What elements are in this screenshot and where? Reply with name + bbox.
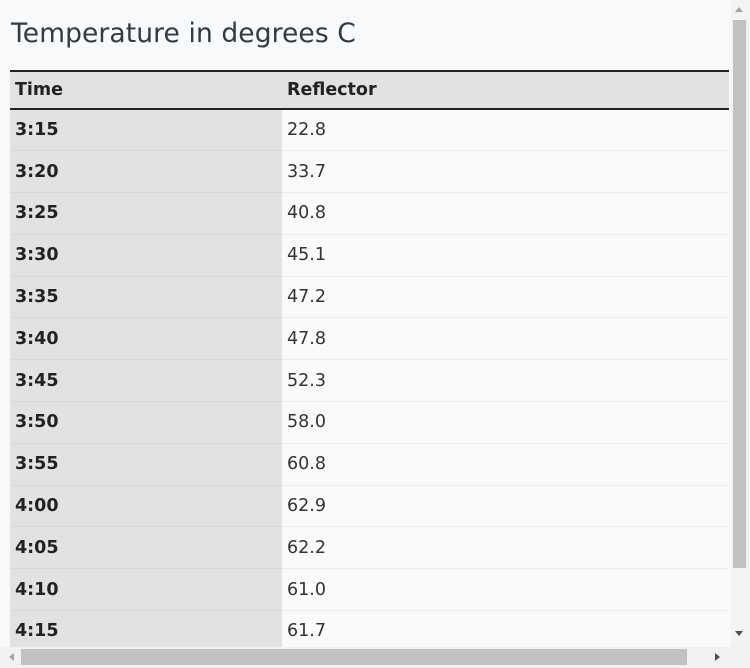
reflector-cell: 62.9 xyxy=(282,485,729,528)
table-row: 3:15 22.8 xyxy=(10,109,729,152)
table-row: 3:55 60.8 xyxy=(10,443,729,486)
table-row: 3:50 58.0 xyxy=(10,401,729,444)
time-cell: 4:00 xyxy=(10,485,282,528)
reflector-cell: 62.2 xyxy=(282,526,729,570)
reflector-cell: 58.0 xyxy=(282,401,729,444)
time-cell: 4:05 xyxy=(10,526,282,570)
reflector-cell: 45.1 xyxy=(282,234,729,277)
reflector-cell: 52.3 xyxy=(282,359,729,403)
reflector-cell: 47.2 xyxy=(282,276,729,319)
time-cell: 3:15 xyxy=(10,109,282,152)
time-cell: 3:30 xyxy=(10,234,282,277)
horizontal-scrollbar-thumb[interactable] xyxy=(21,649,687,665)
reflector-cell: 47.8 xyxy=(282,317,729,361)
table-row: 4:00 62.9 xyxy=(10,485,729,528)
scroll-down-icon[interactable] xyxy=(735,631,743,636)
table-row: 3:30 45.1 xyxy=(10,234,729,277)
scroll-up-icon[interactable] xyxy=(735,7,743,12)
reflector-cell: 22.8 xyxy=(282,109,729,152)
vertical-scrollbar-thumb[interactable] xyxy=(733,20,746,568)
time-cell: 4:15 xyxy=(10,610,282,647)
page-title: Temperature in degrees C xyxy=(11,18,356,49)
temperature-table: Time Reflector 3:15 22.8 3:20 33.7 3:25 40.8 3… xyxy=(10,70,729,647)
reflector-cell: 40.8 xyxy=(282,192,729,235)
time-cell: 3:50 xyxy=(10,401,282,444)
table-body: 3:15 22.8 3:20 33.7 3:25 40.8 3:30 45.1 3:35 47.2… xyxy=(10,109,729,647)
table-row: 4:05 62.2 xyxy=(10,526,729,570)
scroll-right-icon[interactable] xyxy=(715,653,720,661)
table-row: 4:15 61.7 xyxy=(10,610,729,647)
column-header-reflector: Reflector xyxy=(282,70,729,110)
column-header-time: Time xyxy=(10,70,282,110)
scroll-left-icon[interactable] xyxy=(9,653,14,661)
table-panel: Temperature in degrees C Time Reflector … xyxy=(10,0,729,647)
time-cell: 3:25 xyxy=(10,192,282,235)
header-row: Time Reflector xyxy=(10,70,729,110)
table-row: 3:20 33.7 xyxy=(10,150,729,194)
reflector-cell: 60.8 xyxy=(282,443,729,486)
reflector-cell: 61.0 xyxy=(282,568,729,612)
time-cell: 3:40 xyxy=(10,317,282,361)
table-header: Time Reflector xyxy=(10,70,729,110)
table-row: 3:25 40.8 xyxy=(10,192,729,235)
time-cell: 4:10 xyxy=(10,568,282,612)
time-cell: 3:55 xyxy=(10,443,282,486)
time-cell: 3:20 xyxy=(10,150,282,194)
table-row: 3:35 47.2 xyxy=(10,276,729,319)
table-row: 3:40 47.8 xyxy=(10,317,729,361)
time-cell: 3:45 xyxy=(10,359,282,403)
reflector-cell: 61.7 xyxy=(282,610,729,647)
table-row: 3:45 52.3 xyxy=(10,359,729,403)
time-cell: 3:35 xyxy=(10,276,282,319)
table-row: 4:10 61.0 xyxy=(10,568,729,612)
reflector-cell: 33.7 xyxy=(282,150,729,194)
